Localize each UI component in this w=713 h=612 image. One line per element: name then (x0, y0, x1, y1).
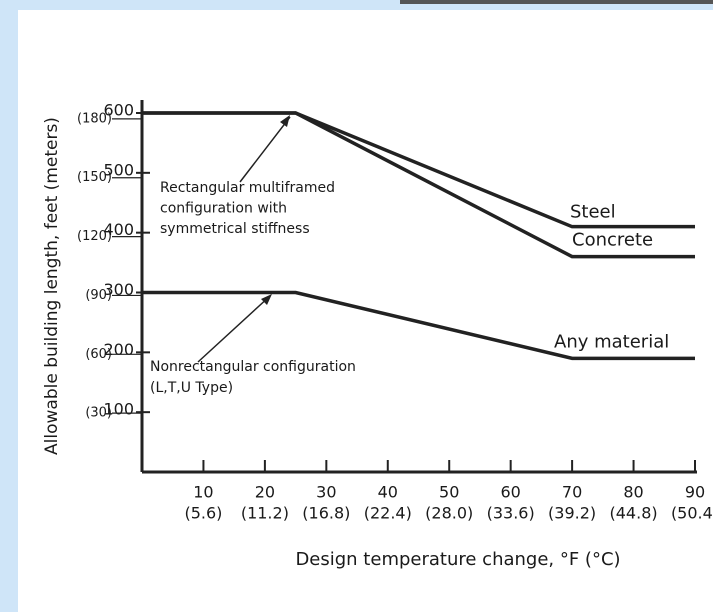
x-tick-label: 90 (685, 483, 705, 502)
y2-tick-label: (60) (85, 347, 112, 362)
x-tick-label: 50 (439, 483, 459, 502)
x-tick-label: 70 (562, 483, 582, 502)
y-tick-label: 400 (103, 220, 134, 239)
annotation: (L,T,U Type) (150, 380, 233, 396)
annotation-arrow (197, 295, 271, 363)
y2-tick-label: (30) (85, 406, 112, 421)
frame-left (0, 0, 18, 612)
x-axis-label: Design temperature change, °F (°C) (295, 549, 620, 570)
x2-tick-label: (50.4) (671, 504, 713, 523)
x-tick-label: 60 (500, 483, 520, 502)
y-tick-label: 100 (103, 400, 134, 419)
x2-tick-label: (39.2) (548, 504, 596, 523)
annotation: Nonrectangular configuration (150, 359, 356, 375)
annotation: Rectangular multiframed (160, 180, 335, 196)
y-tick-label: 500 (103, 160, 134, 179)
y2-tick-label: (120) (77, 229, 112, 244)
x2-tick-label: (44.8) (610, 504, 658, 523)
annotation-arrow (239, 116, 291, 183)
x2-tick-label: (11.2) (241, 504, 289, 523)
series-label: Any material (554, 331, 669, 352)
x-tick-label: 30 (316, 483, 336, 502)
y-tick-label: 600 (103, 101, 134, 120)
x-tick-label: 20 (255, 483, 275, 502)
y-tick-label: 300 (103, 280, 134, 299)
x-tick-label: 10 (193, 483, 213, 502)
x2-tick-label: (33.6) (487, 504, 535, 523)
y-axis-label: Allowable building length, feet (meters) (42, 117, 62, 455)
x2-tick-label: (28.0) (425, 504, 473, 523)
series-label: Concrete (572, 230, 653, 251)
x-tick-label: 40 (378, 483, 398, 502)
annotation-arrowhead (261, 294, 272, 305)
y2-tick-label: (180) (77, 111, 112, 126)
series-line (142, 290, 695, 361)
y2-tick-label: (90) (85, 288, 112, 303)
annotation: symmetrical stiffness (160, 221, 310, 237)
x-tick-label: 80 (623, 483, 643, 502)
y2-tick-label: (150) (77, 170, 112, 185)
x2-tick-label: (5.6) (184, 504, 222, 523)
annotation: configuration with (160, 201, 287, 217)
x2-tick-label: (16.8) (302, 504, 350, 523)
annotation-arrowhead (280, 115, 290, 127)
frame-strip (400, 0, 713, 4)
series-label: Steel (570, 202, 616, 223)
x2-tick-label: (22.4) (364, 504, 412, 523)
frame-top (0, 0, 713, 10)
series-line (142, 111, 695, 259)
